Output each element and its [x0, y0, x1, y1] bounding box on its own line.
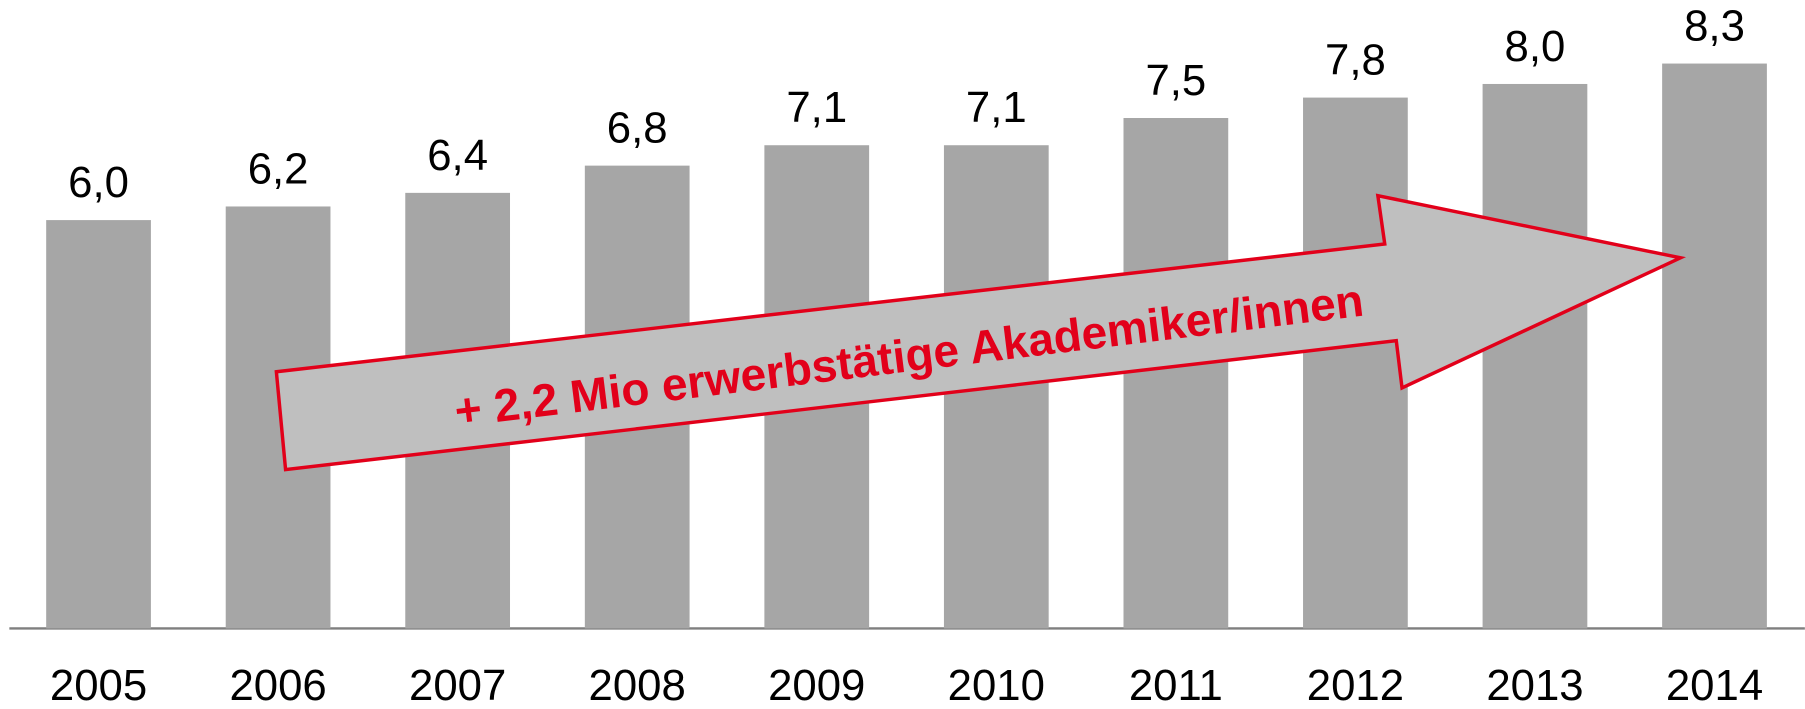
value-label: 7,8: [1325, 36, 1386, 85]
value-label: 6,8: [607, 104, 668, 153]
x-tick-label: 2009: [768, 661, 865, 709]
x-tick-label: 2014: [1666, 661, 1763, 709]
value-label: 8,0: [1505, 22, 1566, 71]
x-tick-label: 2011: [1129, 661, 1223, 709]
trend-arrow: [274, 193, 1687, 472]
value-label: 7,5: [1145, 56, 1206, 105]
value-label: 8,3: [1684, 2, 1745, 51]
value-label: 6,4: [427, 131, 488, 180]
value-label: 7,1: [966, 83, 1027, 132]
value-label: 6,2: [248, 144, 309, 193]
x-tick-label: 2006: [229, 661, 326, 709]
x-tick-label: 2012: [1307, 661, 1404, 709]
bar: [1482, 83, 1588, 629]
x-tick-label: 2013: [1486, 661, 1583, 709]
bar: [1123, 117, 1229, 629]
value-label: 6,0: [68, 158, 129, 207]
bar: [1662, 63, 1767, 629]
bar: [46, 220, 151, 629]
value-label: 7,1: [786, 83, 847, 132]
bar: [1303, 97, 1408, 629]
x-tick-label: 2008: [589, 661, 686, 709]
x-tick-label: 2007: [409, 661, 506, 709]
x-tick-label: 2010: [948, 661, 1045, 709]
x-tick-label: 2005: [50, 661, 147, 709]
